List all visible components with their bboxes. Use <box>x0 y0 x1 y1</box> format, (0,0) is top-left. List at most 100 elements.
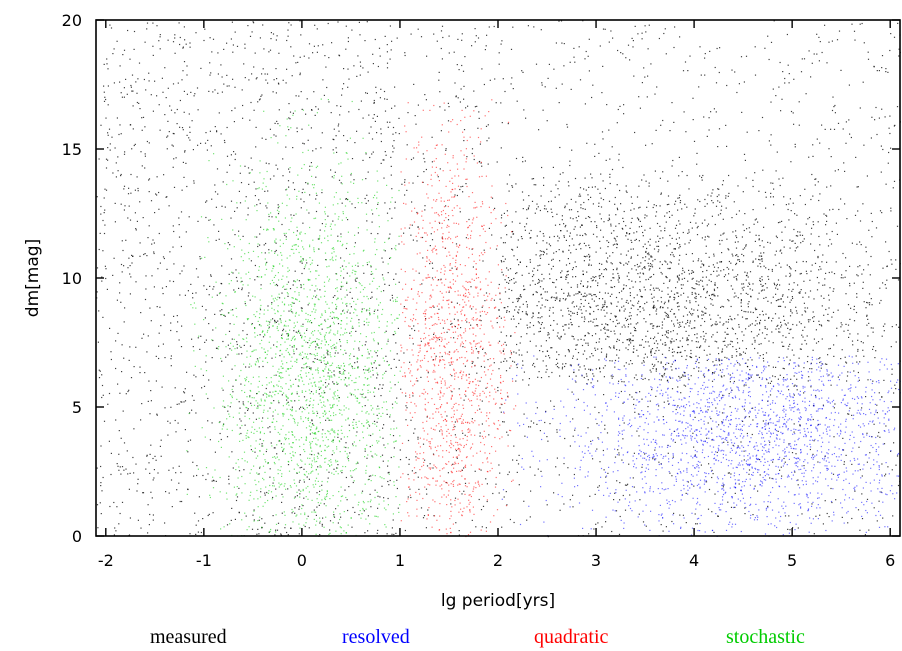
data-point <box>203 285 205 287</box>
data-point <box>584 177 586 179</box>
data-point <box>605 260 608 262</box>
data-point <box>654 449 656 451</box>
data-point <box>529 326 531 328</box>
data-point <box>417 175 419 177</box>
data-point <box>754 347 756 350</box>
data-point <box>345 198 347 200</box>
data-point <box>819 244 821 246</box>
data-point <box>381 257 383 259</box>
data-point <box>377 529 379 531</box>
data-point <box>793 78 795 80</box>
data-point <box>273 447 275 449</box>
data-point <box>326 86 328 89</box>
data-point <box>210 274 212 276</box>
data-point <box>736 351 738 353</box>
data-point <box>686 206 688 208</box>
data-point <box>696 234 699 236</box>
data-point <box>840 322 842 324</box>
data-point <box>429 263 431 265</box>
data-point <box>122 249 124 252</box>
data-point <box>808 156 810 158</box>
data-point <box>245 515 247 517</box>
data-point <box>392 519 394 521</box>
data-point <box>234 86 236 88</box>
data-point <box>598 341 600 343</box>
data-point <box>224 141 226 144</box>
data-point <box>182 129 184 131</box>
data-point <box>689 221 692 223</box>
data-point <box>151 497 153 499</box>
data-point <box>685 522 687 524</box>
data-point <box>723 276 725 278</box>
data-point <box>810 270 812 272</box>
data-point <box>861 518 864 520</box>
data-point <box>357 265 359 267</box>
data-point <box>609 158 611 160</box>
data-point <box>632 339 634 342</box>
data-point <box>717 200 719 202</box>
data-point <box>785 275 787 277</box>
data-point <box>715 82 718 84</box>
data-point <box>195 268 198 270</box>
data-point <box>657 235 659 237</box>
data-point <box>248 172 250 174</box>
data-point <box>864 534 866 536</box>
data-point <box>517 239 519 241</box>
data-point <box>671 165 673 167</box>
data-point <box>651 256 653 258</box>
data-point <box>152 110 154 112</box>
data-point <box>719 364 721 366</box>
data-point <box>580 283 582 285</box>
data-point <box>587 281 589 283</box>
data-point <box>655 241 657 243</box>
data-point <box>744 271 746 273</box>
data-point <box>392 133 394 135</box>
data-point <box>667 180 669 182</box>
data-point <box>195 533 197 535</box>
data-point <box>731 253 733 255</box>
data-point <box>648 379 650 381</box>
data-point <box>655 358 657 360</box>
data-point <box>191 409 193 411</box>
data-point <box>130 377 133 379</box>
data-point <box>370 232 372 235</box>
data-point <box>239 427 241 429</box>
data-point <box>134 189 136 191</box>
data-point <box>705 252 707 254</box>
data-point <box>615 240 617 242</box>
data-point <box>642 231 644 234</box>
data-point <box>702 276 704 278</box>
data-point <box>374 38 376 41</box>
data-point <box>641 296 643 298</box>
data-point <box>607 246 609 248</box>
data-point <box>505 344 507 346</box>
data-point <box>367 530 369 532</box>
data-point <box>209 62 211 64</box>
data-point <box>687 296 689 298</box>
data-point <box>432 453 435 455</box>
data-point <box>96 291 98 293</box>
data-point <box>816 289 819 291</box>
data-point <box>523 109 525 111</box>
data-point <box>368 114 370 116</box>
data-point <box>672 355 674 357</box>
data-point <box>181 325 183 327</box>
data-point <box>348 486 350 488</box>
data-point <box>617 323 619 325</box>
data-point <box>712 304 714 306</box>
data-point <box>384 151 386 153</box>
data-point <box>560 230 562 232</box>
data-point <box>691 227 693 229</box>
data-point <box>199 348 201 350</box>
data-point <box>533 422 535 424</box>
data-point <box>542 288 544 290</box>
data-point <box>321 192 323 194</box>
data-point <box>897 22 899 24</box>
data-point <box>630 315 632 317</box>
data-point <box>410 496 412 499</box>
data-point <box>633 452 635 454</box>
data-point <box>188 113 190 115</box>
data-point <box>596 448 598 450</box>
data-point <box>638 207 640 209</box>
data-point <box>524 435 526 437</box>
